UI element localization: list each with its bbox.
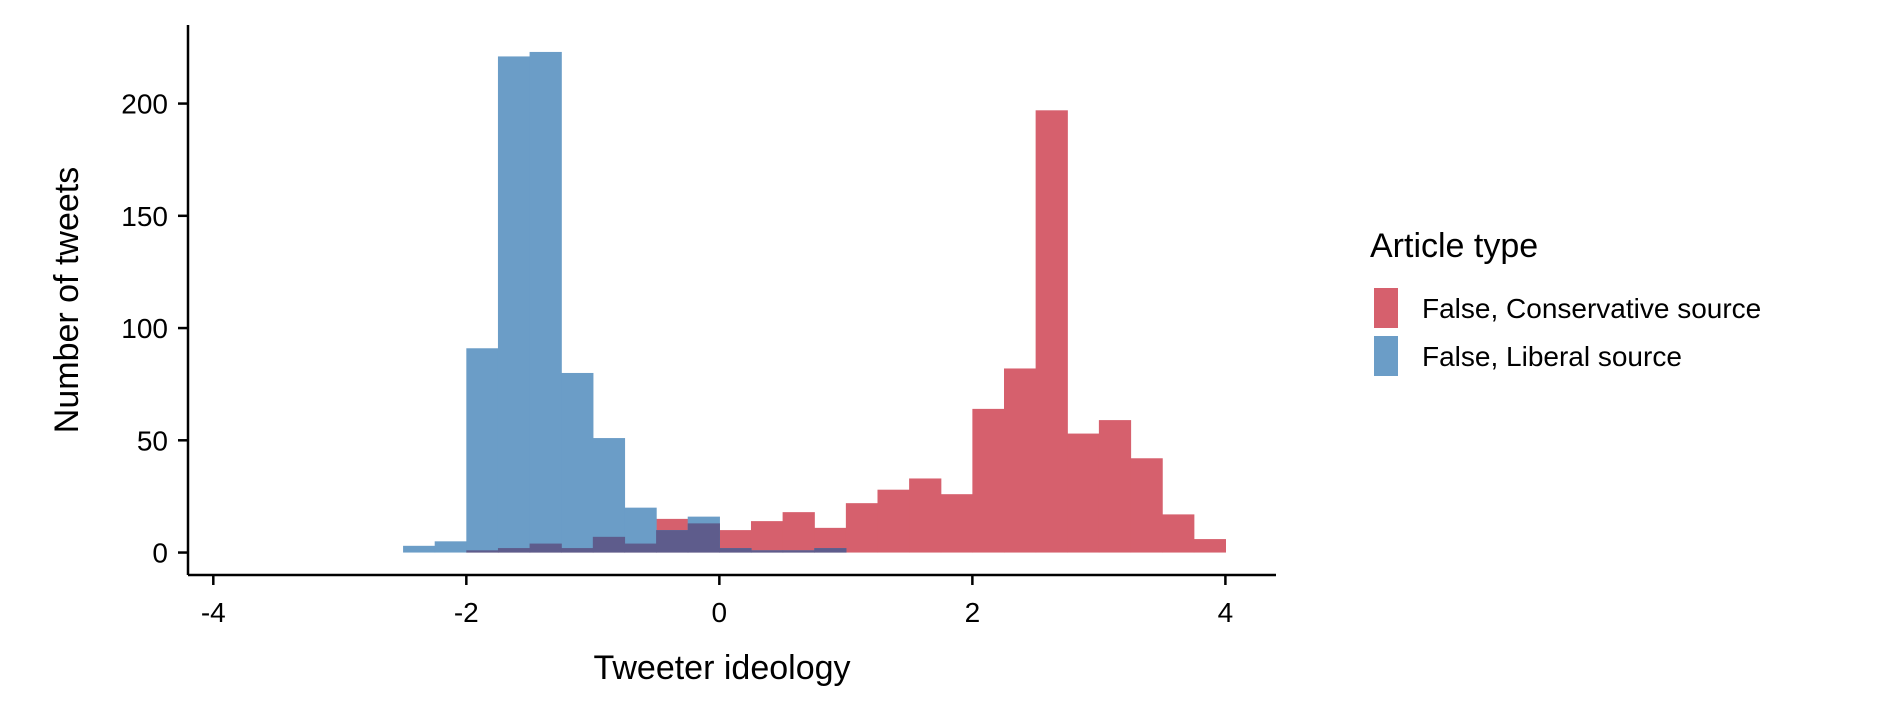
y-tick-label-2: 100 <box>121 313 168 344</box>
legend-swatch-conservative <box>1374 288 1398 328</box>
x-tick-label-0: -4 <box>201 597 226 628</box>
bar-overlap-9 <box>750 550 784 553</box>
y-axis-title: Number of tweets <box>48 167 86 433</box>
y-tick-label-0: 0 <box>152 538 168 569</box>
x-axis-title: Tweeter ideology <box>593 649 850 687</box>
bar-conservative-22 <box>1162 514 1195 553</box>
bar-overlap-6 <box>656 530 689 553</box>
bar-overlap-8 <box>719 548 752 553</box>
bar-overlap-3 <box>561 548 594 553</box>
bar-liberal-1 <box>434 541 467 553</box>
bar-conservative-8 <box>719 530 752 553</box>
legend: Article type False, Conservative source … <box>1370 227 1761 376</box>
bar-liberal-4 <box>529 51 562 553</box>
overlap-bars <box>466 523 847 553</box>
y-tick-label-1: 50 <box>137 425 168 456</box>
bar-liberal-0 <box>403 545 436 553</box>
bar-conservative-19 <box>1067 433 1100 553</box>
bar-overlap-11 <box>814 548 847 553</box>
bar-conservative-23 <box>1193 539 1226 553</box>
legend-label-conservative: False, Conservative source <box>1422 293 1761 324</box>
bar-conservative-13 <box>877 489 910 553</box>
x-tick-label-1: -2 <box>454 597 479 628</box>
bar-liberal-5 <box>561 372 594 553</box>
x-tick-label-2: 0 <box>712 597 728 628</box>
bar-conservative-18 <box>1035 110 1068 553</box>
x-tick-label-4: 4 <box>1218 597 1234 628</box>
y-tick-label-3: 150 <box>121 201 168 232</box>
bar-overlap-4 <box>592 536 626 553</box>
bar-conservative-9 <box>750 521 784 553</box>
bar-conservative-12 <box>845 503 879 553</box>
series-liberal-bars <box>403 51 847 553</box>
y-axis-ticks: 0 50 100 150 200 <box>121 89 188 569</box>
bar-conservative-14 <box>909 478 942 553</box>
series-conservative-bars <box>466 110 1226 553</box>
bar-conservative-10 <box>782 512 815 553</box>
bar-overlap-1 <box>497 548 531 553</box>
bar-overlap-5 <box>624 543 657 553</box>
bar-conservative-21 <box>1130 458 1163 553</box>
x-axis-ticks: -4 -2 0 2 4 <box>201 575 1233 628</box>
bar-overlap-10 <box>782 550 815 553</box>
x-tick-label-3: 2 <box>965 597 981 628</box>
bar-liberal-6 <box>592 438 626 553</box>
bar-conservative-17 <box>1004 368 1037 553</box>
bar-liberal-3 <box>497 56 531 553</box>
legend-label-liberal: False, Liberal source <box>1422 341 1682 372</box>
bar-overlap-7 <box>687 523 720 553</box>
bar-conservative-15 <box>940 494 973 553</box>
bar-liberal-2 <box>466 348 499 553</box>
bar-overlap-0 <box>466 550 499 553</box>
y-tick-label-4: 200 <box>121 89 168 120</box>
bar-overlap-2 <box>529 543 562 553</box>
bar-conservative-20 <box>1098 420 1132 553</box>
legend-swatch-liberal <box>1374 336 1398 376</box>
legend-title: Article type <box>1370 227 1538 265</box>
bar-conservative-16 <box>972 408 1005 553</box>
